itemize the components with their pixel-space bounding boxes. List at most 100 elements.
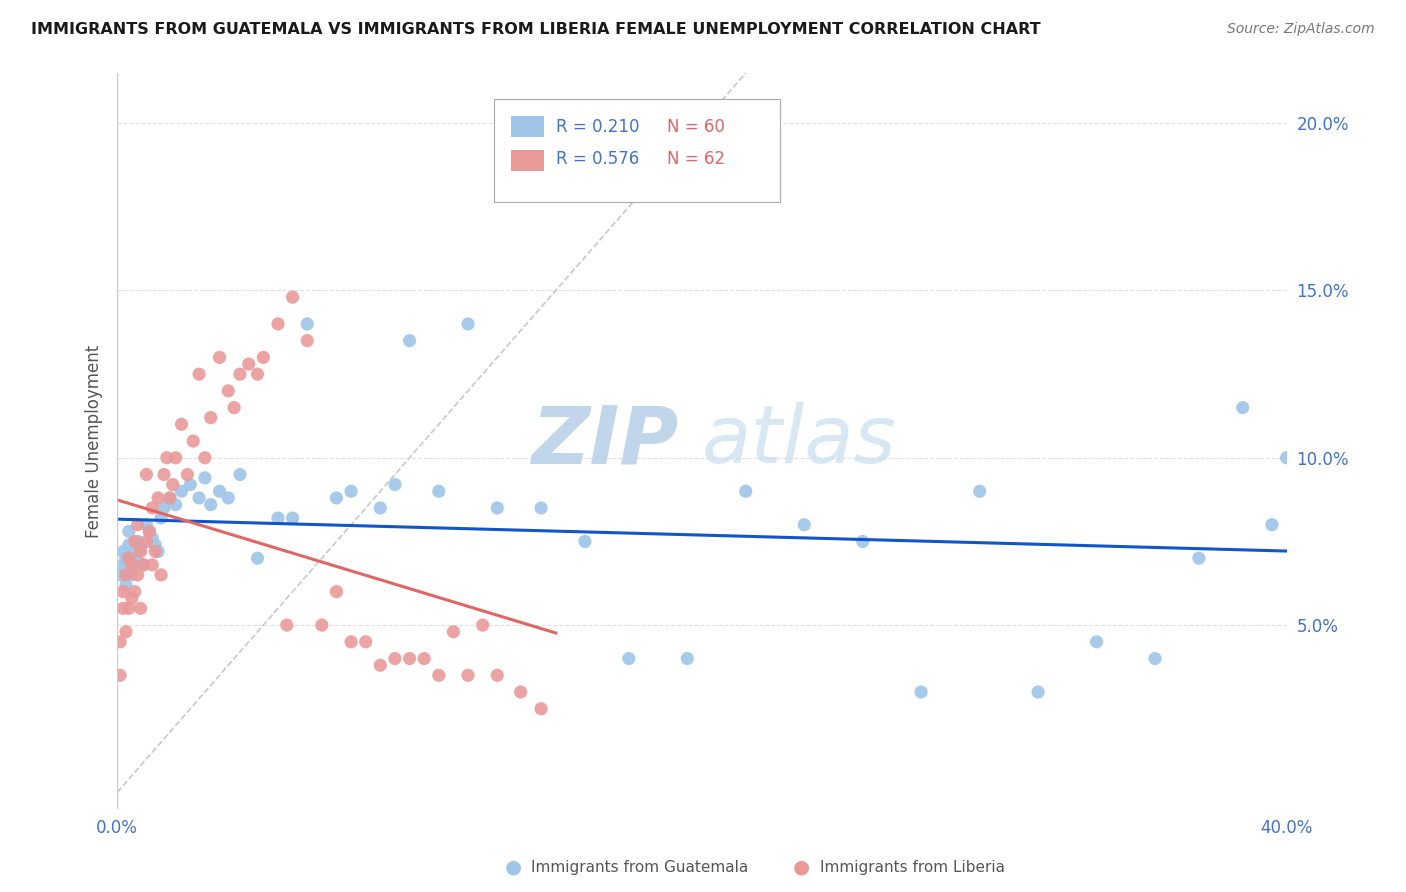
Point <box>115 624 138 639</box>
Text: R = 0.210: R = 0.210 <box>555 118 640 136</box>
Point <box>471 618 494 632</box>
Point <box>170 484 193 499</box>
Point <box>141 558 163 572</box>
Point <box>135 517 157 532</box>
Point <box>246 551 269 566</box>
Point <box>129 541 152 556</box>
Point <box>132 558 155 572</box>
Point <box>368 658 391 673</box>
Point <box>118 601 141 615</box>
Point <box>457 317 479 331</box>
Point <box>281 511 304 525</box>
Point <box>159 491 181 505</box>
Point <box>368 500 391 515</box>
Point <box>1085 635 1108 649</box>
Point <box>194 450 217 465</box>
Point <box>267 317 290 331</box>
Point <box>108 635 131 649</box>
Point <box>208 351 231 365</box>
Point <box>108 568 131 582</box>
Text: atlas: atlas <box>702 402 897 480</box>
Point <box>146 544 169 558</box>
FancyBboxPatch shape <box>494 99 780 202</box>
Point <box>1144 651 1167 665</box>
Point <box>200 498 222 512</box>
Point <box>138 524 160 539</box>
Point <box>146 491 169 505</box>
Point <box>398 334 420 348</box>
Point <box>115 568 138 582</box>
Point <box>124 544 146 558</box>
Point <box>1261 517 1284 532</box>
Point <box>141 500 163 515</box>
Point <box>118 538 141 552</box>
Point <box>1275 450 1298 465</box>
Point <box>170 417 193 432</box>
Point <box>112 601 135 615</box>
Point <box>297 317 319 331</box>
Point <box>181 434 204 448</box>
Point <box>135 534 157 549</box>
Point <box>246 367 269 381</box>
Point <box>267 511 290 525</box>
Point <box>124 584 146 599</box>
Text: ●: ● <box>505 857 522 877</box>
Point <box>969 484 991 499</box>
Point <box>118 524 141 539</box>
Point <box>112 544 135 558</box>
Point <box>121 558 143 572</box>
Point <box>852 534 875 549</box>
Point <box>143 544 166 558</box>
Point <box>413 651 436 665</box>
Point <box>427 484 450 499</box>
Point <box>229 367 252 381</box>
Point <box>165 498 187 512</box>
Point <box>127 568 149 582</box>
Point <box>238 357 260 371</box>
Point <box>325 584 347 599</box>
Point <box>676 651 699 665</box>
Point <box>153 467 176 482</box>
Point <box>486 668 509 682</box>
Point <box>124 558 146 572</box>
Point <box>108 668 131 682</box>
Point <box>509 685 531 699</box>
Bar <box>512 150 544 171</box>
Point <box>217 384 239 398</box>
Point <box>143 538 166 552</box>
Point <box>127 534 149 549</box>
Point <box>441 624 464 639</box>
Bar <box>512 117 544 137</box>
Point <box>734 484 756 499</box>
Point <box>793 517 815 532</box>
Point <box>325 491 347 505</box>
Point <box>135 467 157 482</box>
Point <box>115 551 138 566</box>
Point <box>150 568 173 582</box>
Point <box>200 410 222 425</box>
Text: Immigrants from Guatemala: Immigrants from Guatemala <box>531 860 749 874</box>
Point <box>141 531 163 545</box>
Point <box>159 491 181 505</box>
Point <box>530 702 553 716</box>
Point <box>112 584 135 599</box>
Point <box>129 544 152 558</box>
Point <box>354 635 377 649</box>
Point <box>427 668 450 682</box>
Text: ●: ● <box>793 857 810 877</box>
Point <box>384 651 406 665</box>
Point <box>121 551 143 566</box>
Point <box>229 467 252 482</box>
Point <box>910 685 932 699</box>
Point <box>217 491 239 505</box>
Text: Immigrants from Liberia: Immigrants from Liberia <box>820 860 1005 874</box>
Point <box>276 618 298 632</box>
Point <box>398 651 420 665</box>
Point <box>340 635 363 649</box>
Point <box>340 484 363 499</box>
Point <box>132 558 155 572</box>
Point <box>124 534 146 549</box>
Point <box>150 511 173 525</box>
Point <box>530 500 553 515</box>
Point <box>153 500 176 515</box>
